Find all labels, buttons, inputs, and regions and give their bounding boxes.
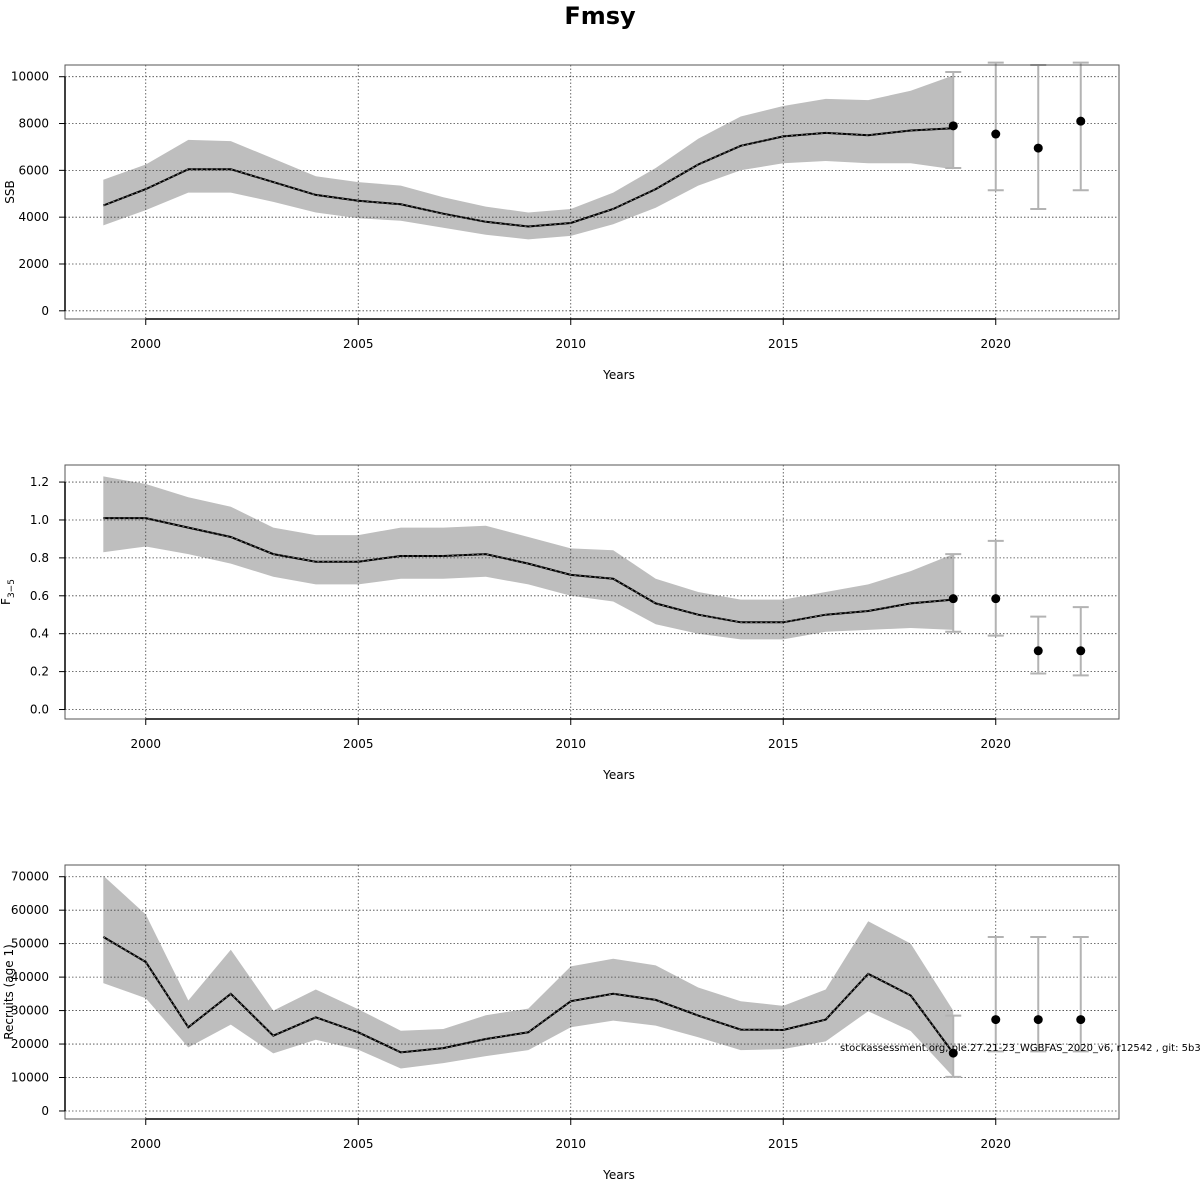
projection-2022 bbox=[1072, 935, 1089, 1053]
x-axis-label: Years bbox=[602, 1168, 635, 1182]
projection-2019 bbox=[945, 71, 962, 170]
projection-point bbox=[1076, 1015, 1086, 1025]
y-tick-label: 0 bbox=[41, 1104, 49, 1118]
y-axis-label: F3−5 bbox=[0, 579, 17, 605]
y-axis-label: Recruits (age 1) bbox=[2, 944, 16, 1040]
projection-2019 bbox=[945, 553, 962, 633]
projection-2022 bbox=[1072, 606, 1089, 677]
y-tick-label: 10000 bbox=[11, 1071, 49, 1085]
x-tick-label: 2015 bbox=[768, 337, 799, 351]
projection-point bbox=[1076, 646, 1086, 656]
y-axis-label-subscript: 3−5 bbox=[7, 579, 17, 598]
projection-2022 bbox=[1072, 61, 1089, 192]
projection-2020 bbox=[987, 539, 1004, 637]
x-tick-label: 2010 bbox=[555, 1137, 586, 1151]
y-tick-label: 4000 bbox=[18, 210, 49, 224]
chart-ssb: 2000 2005 2010 2015 2020 0 2000 4000 6000 8000 100… bbox=[3, 61, 1120, 382]
x-tick-label: 2020 bbox=[980, 337, 1011, 351]
chart-fbar: 2000 2005 2010 2015 2020 0.0 0.2 0.4 0.6 0.8 1.0 1.… bbox=[0, 464, 1120, 782]
projection-2020 bbox=[987, 61, 1004, 192]
credit-text: stockassessment.org, ple.27.21-23_WGBFAS… bbox=[840, 1043, 1200, 1054]
y-tick-label: 50000 bbox=[11, 937, 49, 951]
x-tick-label: 2000 bbox=[130, 1137, 161, 1151]
estimate-line-dots bbox=[103, 517, 954, 623]
confidence-band bbox=[103, 75, 954, 240]
y-tick-label: 60000 bbox=[11, 903, 49, 917]
x-tick-label: 2000 bbox=[130, 737, 161, 751]
x-tick-label: 2005 bbox=[343, 337, 374, 351]
x-tick-label: 2020 bbox=[980, 737, 1011, 751]
projection-point bbox=[991, 1015, 1001, 1025]
y-tick-label: 0 bbox=[41, 304, 49, 318]
y-tick-label: 20000 bbox=[11, 1037, 49, 1051]
y-axis-label-main: F bbox=[0, 598, 13, 605]
y-tick-label: 0.0 bbox=[30, 703, 49, 717]
y-tick-label: 1.2 bbox=[30, 475, 49, 489]
projection-point bbox=[1033, 143, 1043, 153]
y-tick-label: 10000 bbox=[11, 70, 49, 84]
projection-point bbox=[1033, 646, 1043, 656]
chart-panels: 2000 2005 2010 2015 2020 0 2000 4000 6000 8000 100… bbox=[0, 61, 1120, 1182]
x-tick-label: 2010 bbox=[555, 337, 586, 351]
y-tick-label: 1.0 bbox=[30, 513, 49, 527]
x-tick-label: 2000 bbox=[130, 337, 161, 351]
y-tick-label: 0.6 bbox=[30, 589, 49, 603]
chart-recruits: 2000 2005 2010 2015 2020 0 10000 20000 30000 4000… bbox=[2, 864, 1120, 1182]
projection-2019 bbox=[945, 1014, 962, 1078]
figure-title: Fmsy bbox=[564, 2, 636, 30]
projection-2021 bbox=[1030, 935, 1047, 1053]
projection-point bbox=[1076, 116, 1086, 126]
projection-point bbox=[991, 594, 1001, 604]
y-tick-label: 8000 bbox=[18, 117, 49, 131]
projection-point bbox=[948, 594, 958, 604]
y-tick-label: 70000 bbox=[11, 870, 49, 884]
projection-2020 bbox=[987, 935, 1004, 1053]
x-axis-label: Years bbox=[602, 768, 635, 782]
x-tick-label: 2005 bbox=[343, 1137, 374, 1151]
estimate-line-dots bbox=[103, 936, 954, 1054]
estimate-line-dots bbox=[103, 127, 954, 227]
x-tick-label: 2015 bbox=[768, 737, 799, 751]
projection-point bbox=[991, 129, 1001, 139]
y-tick-label: 0.2 bbox=[30, 665, 49, 679]
projection-2021 bbox=[1030, 64, 1047, 210]
x-axis-label: Years bbox=[602, 368, 635, 382]
x-tick-label: 2015 bbox=[768, 1137, 799, 1151]
confidence-band bbox=[103, 875, 954, 1077]
projection-2021 bbox=[1030, 615, 1047, 675]
y-tick-label: 2000 bbox=[18, 257, 49, 271]
y-tick-label: 0.4 bbox=[30, 627, 49, 641]
x-tick-label: 2020 bbox=[980, 1137, 1011, 1151]
projection-point bbox=[1033, 1015, 1043, 1025]
y-axis-label: SSB bbox=[3, 180, 17, 203]
x-tick-label: 2005 bbox=[343, 737, 374, 751]
y-tick-label: 40000 bbox=[11, 970, 49, 984]
y-tick-label: 6000 bbox=[18, 163, 49, 177]
x-tick-label: 2010 bbox=[555, 737, 586, 751]
projection-point bbox=[948, 1048, 958, 1058]
projection-point bbox=[948, 121, 958, 131]
y-tick-label: 0.8 bbox=[30, 551, 49, 565]
y-tick-label: 30000 bbox=[11, 1004, 49, 1018]
